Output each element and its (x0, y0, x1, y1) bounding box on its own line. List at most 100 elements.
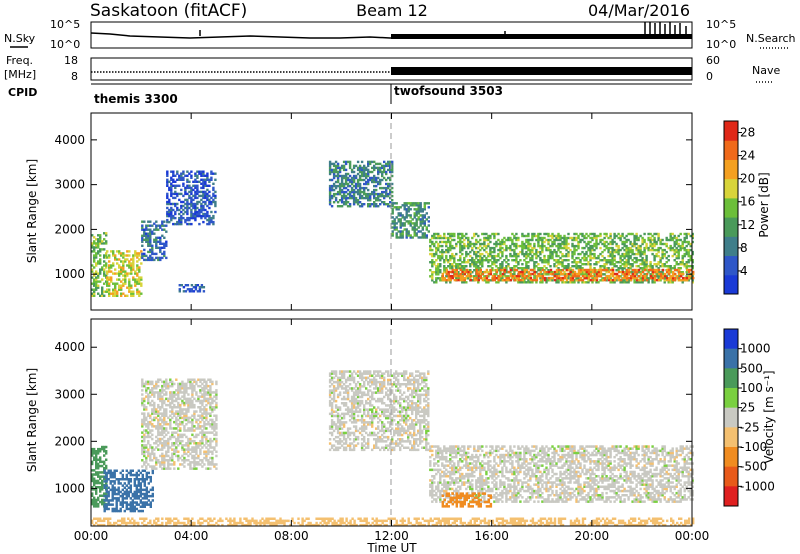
scatter-cell (95, 481, 98, 485)
scatter-cell (677, 248, 680, 252)
scatter-cell (541, 268, 545, 272)
scatter-cell (328, 186, 332, 190)
scatter-cell (651, 246, 654, 250)
scatter-cell (666, 268, 669, 272)
scatter-cell (623, 244, 626, 248)
scatter-cell (206, 194, 209, 198)
scatter-cell (141, 228, 144, 231)
scatter-cell (513, 265, 516, 268)
scatter-cell (455, 263, 458, 266)
scatter-cell (451, 265, 454, 268)
scatter-cell (352, 199, 356, 202)
scatter-cell (567, 275, 570, 278)
scatter-cell (469, 269, 472, 272)
scatter-cell (657, 238, 660, 242)
scatter-cell (93, 496, 96, 500)
scatter-cell (166, 184, 169, 187)
scatter-cell (342, 192, 346, 196)
scatter-cell (479, 273, 482, 276)
scatter-cell (143, 433, 146, 437)
scatter-cell (415, 232, 418, 235)
scatter-cell (437, 236, 440, 240)
scatter-cell (338, 190, 342, 194)
scatter-cell (207, 393, 210, 396)
scatter-cell (202, 290, 206, 293)
scatter-cell (393, 222, 396, 225)
scatter-cell (194, 218, 197, 222)
scatter-cell (379, 168, 382, 172)
scatter-cell (209, 437, 212, 441)
scatter-cell (627, 246, 630, 250)
scatter-cell (182, 208, 185, 212)
scatter-cell (453, 272, 456, 276)
scatter-cell (649, 238, 652, 242)
scatter-cell (615, 261, 618, 264)
scatter-cell (121, 499, 124, 502)
scatter-cell (109, 473, 112, 477)
scatter-cell (199, 420, 202, 424)
scatter-cell (661, 254, 664, 258)
scatter-cell (465, 281, 468, 284)
scatter-cell (639, 281, 642, 284)
scatter-cell (621, 276, 625, 280)
scatter-cell (447, 246, 450, 250)
scatter-cell (521, 250, 524, 254)
scatter-cell (97, 452, 100, 455)
scatter-cell (110, 276, 113, 279)
scatter-cell (103, 445, 106, 449)
scatter-cell (175, 450, 178, 453)
scatter-cell (367, 205, 370, 208)
scatter-cell (485, 256, 488, 260)
scatter-cell (203, 406, 206, 409)
scatter-cell (202, 212, 205, 216)
scatter-cell (111, 499, 114, 502)
scatter-cell (387, 168, 390, 172)
scatter-cell (155, 467, 158, 470)
scatter-cell (116, 262, 119, 265)
scatter-cell (340, 188, 344, 192)
scatter-cell (155, 252, 158, 256)
scatter-cell (499, 244, 502, 248)
scatter-cell (589, 263, 592, 266)
scatter-cell (190, 190, 193, 194)
scatter-cell (611, 272, 615, 276)
scatter-cell (375, 203, 378, 206)
scatter-cell (405, 204, 408, 207)
scatter-cell (105, 254, 108, 257)
scatter-cell (537, 242, 540, 246)
scatter-cell (525, 250, 528, 254)
scatter-cell (200, 216, 203, 220)
scatter-cell (589, 232, 592, 236)
scatter-cell (141, 220, 144, 223)
scatter-cell (613, 281, 616, 284)
scatter-cell (677, 267, 680, 270)
scatter-cell (169, 406, 172, 409)
scatter-cell (645, 265, 648, 268)
scatter-cell (187, 420, 190, 424)
scatter-cell (179, 397, 182, 401)
scatter-cell (405, 214, 408, 217)
scatter-cell (391, 182, 394, 186)
scatter-cell (609, 278, 613, 282)
scatter-cell (190, 198, 193, 202)
scatter-cell (659, 259, 662, 262)
scatter-cell (151, 492, 154, 496)
scatter-cell (431, 273, 434, 276)
scatter-cell (529, 272, 533, 276)
scatter-cell (174, 174, 177, 177)
scatter-cell (467, 238, 470, 242)
scatter-cell (195, 444, 198, 447)
scatter-cell (177, 429, 180, 432)
scatter-cell (205, 439, 208, 443)
scatter-cell (202, 174, 205, 177)
scatter-cell (193, 406, 196, 409)
scatter-cell (181, 446, 184, 449)
scatter-cell (583, 276, 587, 280)
scatter-cell (681, 242, 684, 246)
scatter-cell (493, 234, 496, 238)
scatter-cell (360, 205, 364, 208)
scatter-cell (121, 475, 124, 479)
scatter-cell (189, 401, 192, 405)
scatter-cell (689, 259, 692, 262)
scatter-cell (182, 178, 185, 181)
